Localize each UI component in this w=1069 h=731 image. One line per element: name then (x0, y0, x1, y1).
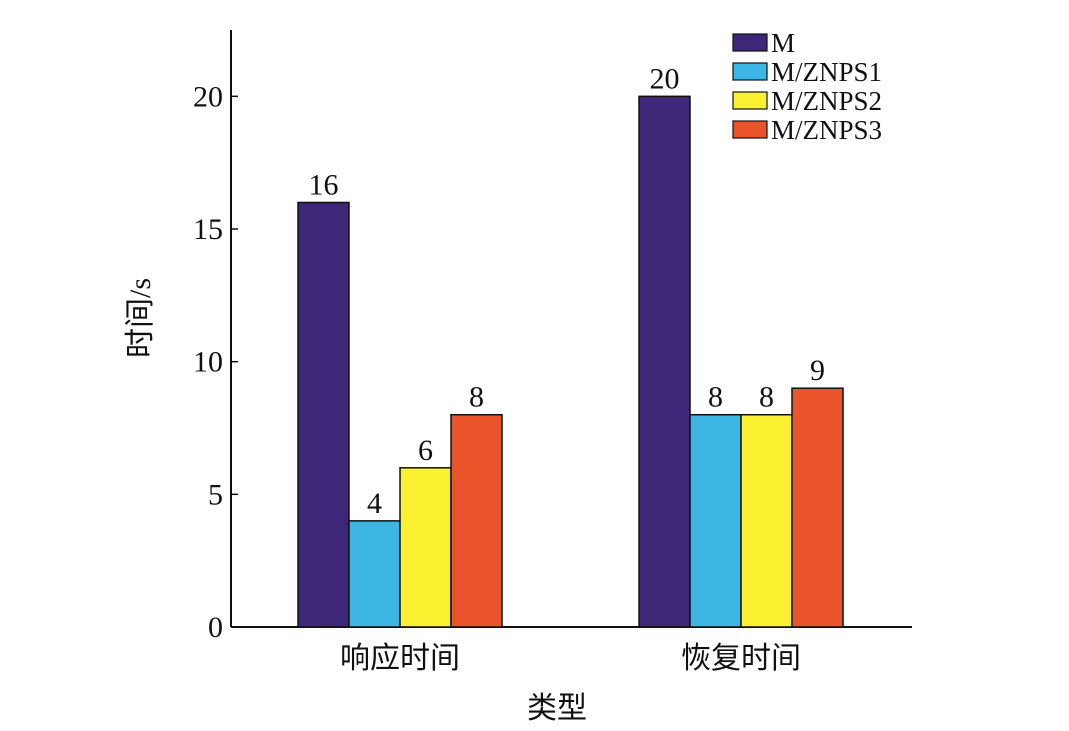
y-tick-label: 0 (208, 611, 223, 644)
legend-label: M/ZNPS2 (771, 86, 882, 116)
legend-swatch (732, 33, 768, 52)
bar (740, 413, 793, 628)
data-label: 4 (367, 487, 382, 520)
data-label: 9 (810, 354, 825, 387)
bar (638, 95, 691, 628)
y-tick-label: 15 (193, 213, 223, 246)
bar (297, 201, 350, 628)
legend-label: M (771, 28, 795, 58)
axes: 0 5 10 15 20 响应时间 恢复时间 (193, 30, 912, 675)
y-tick-label: 10 (193, 346, 223, 379)
legend-label: M/ZNPS1 (771, 57, 882, 87)
x-tick-label: 恢复时间 (681, 642, 801, 675)
legend-swatch (732, 91, 768, 110)
legend-swatch (732, 120, 768, 139)
y-axis-title: 时间/s (124, 278, 157, 358)
legend-label: M/ZNPS3 (771, 115, 882, 145)
data-label: 16 (309, 168, 339, 201)
bar (348, 520, 401, 628)
bar (791, 387, 844, 628)
legend-swatch (732, 62, 768, 81)
x-tick-label: 响应时间 (340, 642, 460, 675)
y-tick-label: 20 (193, 80, 223, 113)
y-tick-label: 5 (208, 478, 223, 511)
data-label: 8 (759, 381, 774, 414)
data-label: 20 (650, 62, 680, 95)
x-axis-title: 类型 (527, 692, 587, 725)
bars (297, 95, 844, 628)
bar (689, 413, 742, 628)
bar (450, 413, 503, 628)
data-label: 8 (469, 381, 484, 414)
data-label: 6 (418, 434, 433, 467)
bar (399, 467, 452, 628)
data-label: 8 (708, 381, 723, 414)
value-labels: 16 4 6 8 20 8 8 9 (309, 62, 826, 520)
